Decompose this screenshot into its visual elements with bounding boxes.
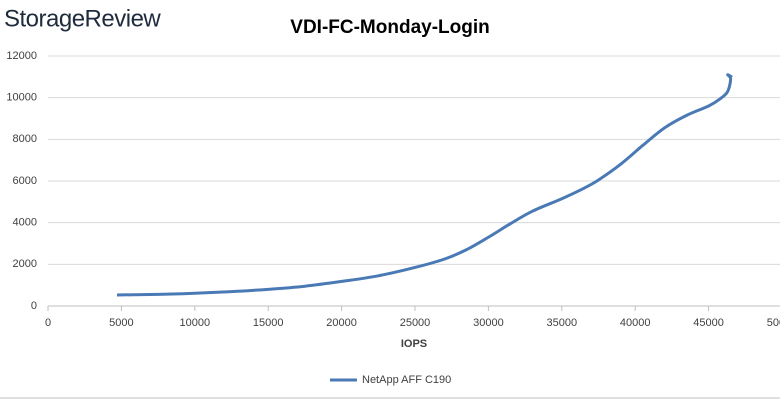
- x-tick-label: 30000: [473, 317, 504, 329]
- x-tick-label: 20000: [326, 317, 357, 329]
- logo: StorageReview: [4, 5, 161, 32]
- y-tick-label: 12000: [6, 50, 37, 62]
- x-tick-label: 40000: [620, 317, 651, 329]
- y-tick-label: 2000: [13, 258, 37, 270]
- x-tick-label: 5000: [109, 317, 133, 329]
- y-tick-label: 6000: [13, 175, 37, 187]
- y-tick-label: 0: [31, 300, 37, 312]
- x-tick-label: 50000: [767, 317, 780, 329]
- x-tick-label: 0: [45, 317, 51, 329]
- x-tick-label: 25000: [400, 317, 431, 329]
- x-tick-label: 45000: [693, 317, 724, 329]
- chart-title: VDI-FC-Monday-Login: [290, 17, 489, 38]
- legend-label: NetApp AFF C190: [362, 374, 451, 386]
- x-tick-label: 10000: [180, 317, 211, 329]
- x-tick-label: 35000: [547, 317, 578, 329]
- y-tick-label: 10000: [6, 92, 37, 104]
- x-axis-label: IOPS: [401, 338, 427, 350]
- data-line: [116, 73, 733, 297]
- y-tick-label: 4000: [13, 217, 37, 229]
- y-tick-label: 8000: [13, 133, 37, 145]
- x-tick-label: 15000: [253, 317, 284, 329]
